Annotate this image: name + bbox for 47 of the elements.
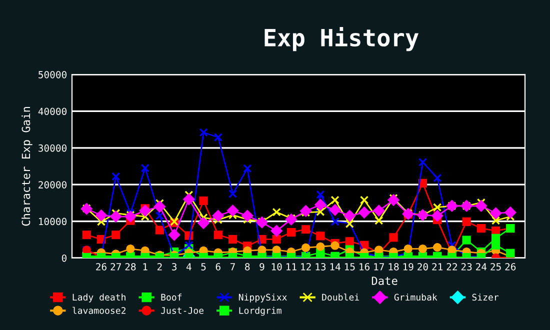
x-tick-label: 3 bbox=[172, 263, 176, 270]
x-tick-label: 19 bbox=[403, 263, 414, 270]
x-tick-label: 17 bbox=[374, 263, 384, 270]
y-tick-label: 10000 bbox=[39, 218, 67, 226]
x-tick-label: 8 bbox=[245, 263, 250, 270]
x-tick-label: 20 bbox=[418, 263, 428, 270]
y-tick-label: 40000 bbox=[38, 108, 67, 116]
legend-label: Lady death bbox=[72, 294, 126, 302]
legend-label: Grimubak bbox=[394, 294, 438, 301]
x-tick-label: 2 bbox=[157, 263, 162, 270]
legend-label: Doublei bbox=[322, 294, 359, 301]
x-tick-label: 24 bbox=[476, 263, 487, 270]
x-tick-label: 1 bbox=[143, 263, 148, 270]
x-tick-label: 9 bbox=[260, 263, 264, 270]
legend-label: Lordgrim bbox=[239, 306, 282, 316]
x-tick-label: 27 bbox=[110, 263, 121, 270]
x-tick-label: 6 bbox=[216, 263, 220, 270]
x-tick-label: 21 bbox=[432, 263, 443, 270]
x-tick-label: 22 bbox=[446, 263, 457, 270]
x-tick-label: 23 bbox=[461, 263, 472, 270]
y-tick-label: 30000 bbox=[38, 144, 67, 152]
legend-label: Sizer bbox=[472, 294, 499, 301]
x-tick-label: 10 bbox=[272, 263, 282, 270]
legend-label: Boof bbox=[161, 294, 182, 301]
x-tick-label: 25 bbox=[490, 263, 501, 270]
y-tick-label: 50000 bbox=[38, 71, 67, 78]
x-tick-label: 28 bbox=[125, 263, 136, 270]
x-tick-label: 12 bbox=[301, 263, 311, 270]
legend-label: NippySixx bbox=[238, 294, 287, 302]
x-tick-label: 11 bbox=[286, 263, 296, 270]
x-tick-label: 26 bbox=[96, 263, 106, 270]
legend-label: lavamoose2 bbox=[72, 306, 126, 314]
x-tick-label: 4 bbox=[186, 263, 192, 270]
legend-label: Just-Joe bbox=[161, 307, 204, 314]
x-tick-label: 5 bbox=[201, 263, 206, 270]
x-tick-label: 14 bbox=[330, 263, 340, 270]
x-tick-label: 16 bbox=[360, 263, 370, 270]
y-tick-label: 0 bbox=[62, 254, 67, 262]
x-tick-label: 26 bbox=[505, 263, 516, 270]
y-axis-title: Character Exp Gain bbox=[22, 107, 32, 226]
y-tick-label: 20000 bbox=[38, 181, 67, 188]
x-tick-label: 7 bbox=[230, 263, 235, 270]
x-axis-title: Date bbox=[372, 276, 398, 286]
x-tick-label: 15 bbox=[344, 263, 355, 270]
x-tick-label: 18 bbox=[388, 263, 399, 270]
chart-title: Exp History bbox=[264, 27, 419, 52]
x-tick-label: 13 bbox=[316, 263, 326, 270]
